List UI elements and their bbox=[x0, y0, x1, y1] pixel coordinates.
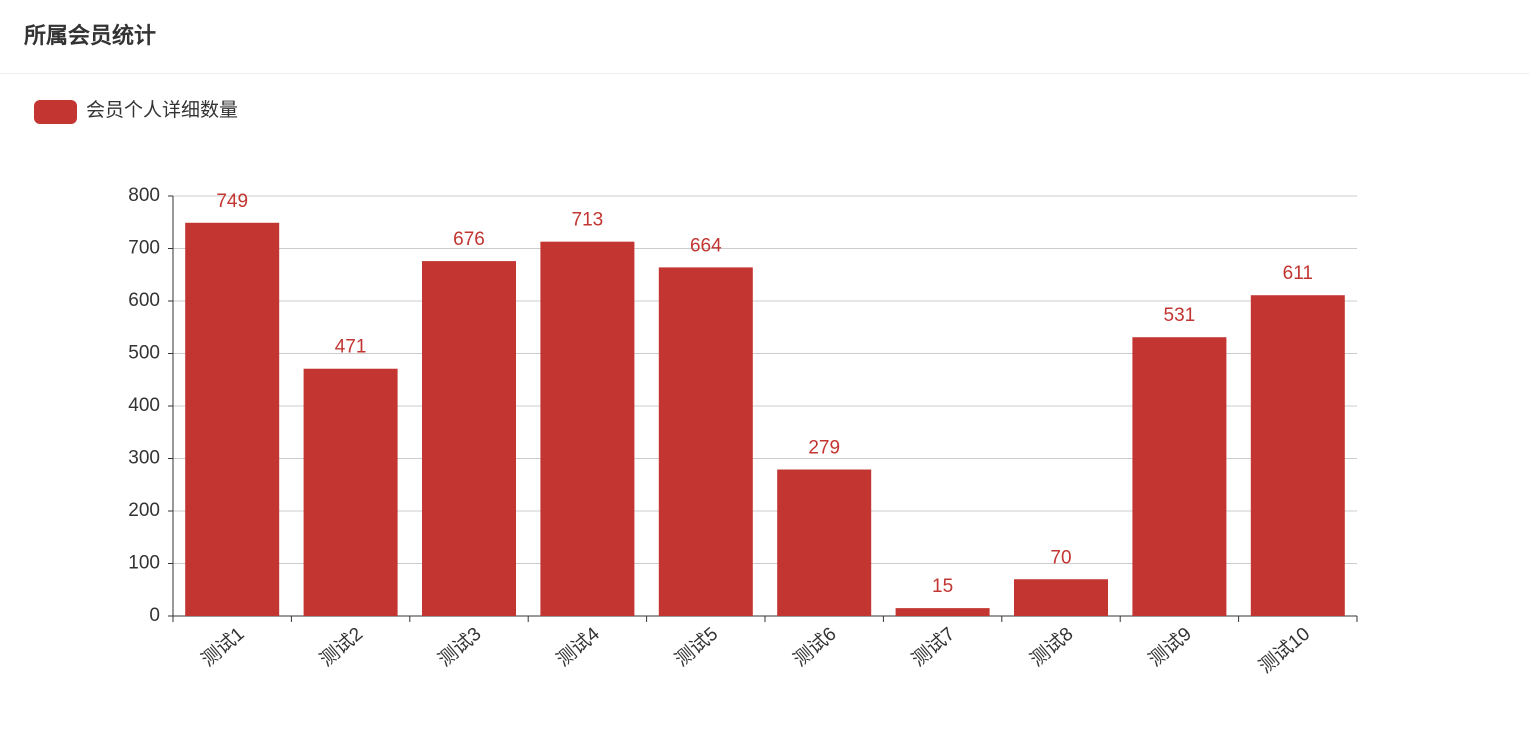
x-tick-label: 测试8 bbox=[1026, 623, 1077, 671]
x-tick-label: 测试9 bbox=[1144, 623, 1195, 671]
bar bbox=[658, 267, 753, 616]
x-tick-label: 测试7 bbox=[908, 623, 959, 671]
data-label: 749 bbox=[216, 191, 248, 212]
legend-swatch bbox=[34, 100, 77, 124]
x-tick-label: 测试6 bbox=[789, 623, 840, 671]
x-tick-label: 测试10 bbox=[1255, 623, 1314, 678]
y-tick-label: 300 bbox=[128, 448, 160, 469]
bar bbox=[1250, 295, 1345, 616]
data-label: 15 bbox=[932, 576, 953, 597]
y-tick-label: 0 bbox=[149, 605, 160, 626]
x-tick-label: 测试3 bbox=[434, 623, 485, 671]
y-tick-label: 200 bbox=[128, 500, 160, 521]
bar bbox=[777, 469, 872, 616]
y-tick-label: 500 bbox=[128, 343, 160, 364]
bar bbox=[185, 222, 280, 616]
data-label: 664 bbox=[690, 235, 722, 256]
data-label: 611 bbox=[1283, 263, 1313, 284]
bar bbox=[422, 261, 516, 616]
chart-title: 所属会员统计 bbox=[24, 23, 156, 48]
y-tick-label: 600 bbox=[128, 290, 160, 311]
bar bbox=[1132, 337, 1227, 616]
data-label: 471 bbox=[335, 337, 367, 358]
data-label: 279 bbox=[808, 438, 840, 459]
y-tick-label: 800 bbox=[128, 185, 160, 206]
bar bbox=[303, 368, 398, 616]
data-label: 70 bbox=[1050, 547, 1071, 568]
x-tick-label: 测试1 bbox=[197, 623, 248, 671]
y-tick-label: 700 bbox=[128, 238, 160, 259]
bar bbox=[1014, 579, 1108, 616]
y-tick-label: 100 bbox=[128, 553, 160, 574]
y-tick-label: 400 bbox=[128, 395, 160, 416]
data-label: 531 bbox=[1164, 305, 1196, 326]
bar bbox=[540, 241, 635, 617]
data-label: 713 bbox=[572, 210, 604, 231]
x-tick-label: 测试4 bbox=[552, 623, 604, 671]
bar bbox=[895, 608, 990, 616]
legend-label: 会员个人详细数量 bbox=[86, 99, 238, 121]
data-label: 676 bbox=[453, 229, 485, 250]
x-tick-label: 测试2 bbox=[316, 623, 367, 671]
x-tick-label: 测试5 bbox=[671, 623, 722, 671]
